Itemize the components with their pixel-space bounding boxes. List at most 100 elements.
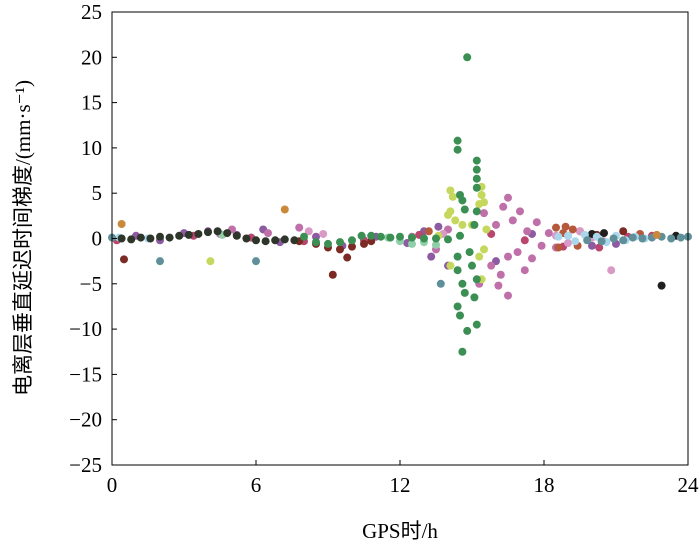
y-tick-label: −25 (69, 453, 102, 477)
data-point (271, 236, 280, 245)
data-point (280, 205, 289, 214)
x-axis: 0 6 12 18 24 (107, 460, 699, 497)
data-point (460, 205, 469, 214)
data-point (242, 234, 251, 243)
series-s-orange (117, 205, 661, 239)
data-point (504, 291, 512, 300)
data-point (261, 237, 270, 246)
data-point (446, 261, 455, 270)
data-point (508, 216, 517, 225)
y-tick-label: −15 (69, 362, 102, 386)
data-point (458, 279, 467, 288)
data-point (463, 326, 472, 335)
data-point (552, 223, 560, 232)
data-point (583, 236, 592, 245)
data-point (165, 233, 174, 242)
data-point (156, 257, 164, 266)
data-point (463, 53, 472, 62)
data-point (453, 302, 462, 311)
data-point (537, 241, 546, 250)
data-point (652, 230, 661, 239)
data-point (213, 227, 222, 236)
data-point (458, 196, 467, 205)
data-point (348, 236, 356, 245)
data-point (204, 228, 212, 237)
data-point (571, 237, 580, 246)
data-point (470, 293, 479, 302)
data-point (588, 241, 596, 250)
data-point (120, 255, 128, 264)
data-point (223, 229, 232, 238)
data-point (336, 245, 344, 254)
y-tick-label: −5 (80, 272, 102, 296)
data-point (520, 266, 529, 275)
data-point (458, 220, 467, 229)
data-point (194, 229, 203, 238)
data-point (609, 234, 618, 243)
y-axis: −25 −20 −15 −10 −5 0 5 10 15 20 25 (69, 0, 117, 477)
data-point (444, 235, 452, 244)
data-point (504, 193, 512, 202)
data-point (453, 136, 462, 145)
data-point (499, 202, 508, 211)
data-point (357, 231, 366, 240)
y-tick-label: 20 (81, 45, 102, 69)
data-point (516, 207, 524, 216)
data-point (619, 227, 628, 236)
data-point (472, 207, 481, 216)
data-point (628, 233, 637, 242)
data-point (408, 239, 416, 248)
data-point (564, 231, 572, 240)
y-tick-label: 25 (81, 0, 102, 24)
data-point (472, 156, 481, 165)
series-s-pink (216, 193, 572, 300)
y-tick-label: 15 (81, 91, 102, 115)
data-point (600, 229, 608, 238)
data-point (328, 270, 337, 279)
data-point (367, 231, 376, 240)
data-point (460, 288, 469, 297)
data-point (494, 281, 503, 290)
x-tick-label: 18 (534, 473, 555, 497)
data-point (386, 233, 395, 242)
data-point (544, 229, 553, 238)
data-point (446, 207, 455, 216)
data-point (456, 311, 464, 320)
data-point (532, 218, 541, 227)
y-axis-label: 电离层垂直延迟时间梯度/(mm·s⁻¹) (11, 80, 35, 396)
data-point (312, 238, 320, 247)
data-point (638, 234, 647, 243)
data-point (376, 232, 385, 241)
data-point (561, 222, 570, 231)
data-point (427, 252, 436, 261)
data-point (127, 235, 136, 244)
data-point (554, 232, 563, 241)
data-point (472, 275, 481, 284)
data-point (468, 261, 476, 270)
data-point (667, 234, 676, 243)
data-point (597, 237, 606, 246)
data-point (465, 248, 474, 257)
data-point (304, 227, 313, 236)
data-point (252, 257, 260, 266)
data-point (117, 234, 126, 243)
data-point (513, 248, 522, 257)
data-point (336, 238, 344, 247)
data-point (607, 266, 616, 275)
data-point (136, 233, 145, 242)
data-point (184, 230, 193, 239)
data-point (480, 245, 488, 254)
data-point (432, 240, 440, 249)
data-point (424, 227, 433, 236)
data-point (146, 234, 155, 243)
data-point (523, 227, 532, 236)
data-point (472, 174, 481, 183)
data-point (295, 223, 304, 232)
data-point (504, 252, 512, 261)
data-point (408, 233, 416, 242)
data-point (520, 236, 529, 245)
data-point (448, 192, 457, 201)
data-point (396, 232, 404, 241)
data-point (451, 216, 460, 225)
